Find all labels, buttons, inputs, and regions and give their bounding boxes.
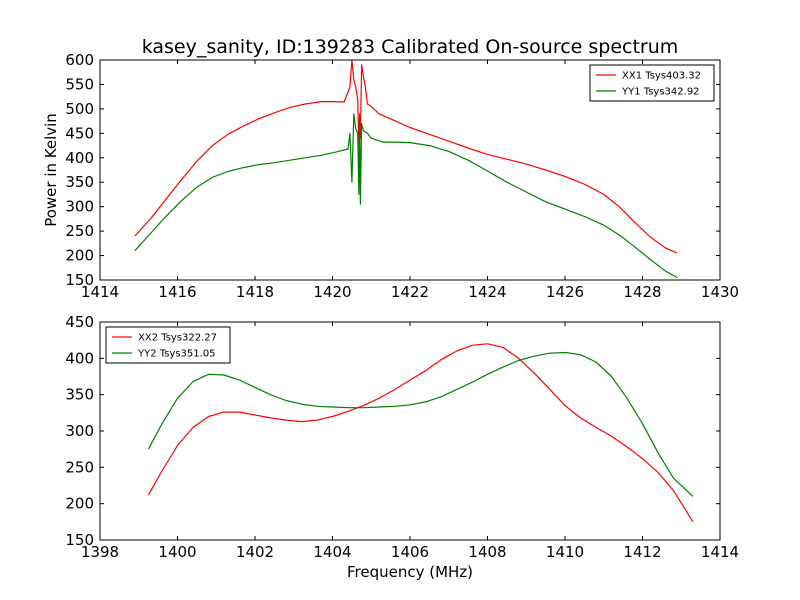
series-line-xx1 bbox=[134, 60, 678, 254]
legend-label: YY2 Tsys351.05 bbox=[137, 349, 216, 360]
x-tick-label: 1408 bbox=[468, 543, 506, 561]
y-tick-label: 150 bbox=[65, 271, 94, 289]
series-line-yy1 bbox=[134, 113, 678, 279]
y-tick-label: 300 bbox=[65, 422, 94, 440]
legend-box bbox=[589, 64, 715, 102]
x-tick-label: 1416 bbox=[158, 283, 196, 301]
y-tick-label: 250 bbox=[65, 222, 94, 240]
legend-label: XX1 Tsys403.32 bbox=[622, 71, 701, 82]
x-tick-label: 1404 bbox=[313, 543, 351, 561]
top-plot: 1414 1416 1418 1420 1422 1424 1426 1428 1430 150 2… bbox=[65, 51, 739, 301]
y-tick-label: 200 bbox=[65, 247, 94, 265]
legend-label: XX2 Tsys322.27 bbox=[138, 333, 217, 344]
legend-box bbox=[105, 326, 231, 364]
x-tick-label: 1406 bbox=[391, 543, 429, 561]
x-tick-label: 1420 bbox=[313, 283, 351, 301]
x-tick-label: 1412 bbox=[623, 543, 661, 561]
series-line-xx2 bbox=[147, 343, 694, 523]
y-tick-label: 250 bbox=[65, 458, 94, 476]
y-tick-label: 300 bbox=[65, 198, 94, 216]
y-tick-label: 150 bbox=[65, 531, 94, 549]
y-tick-label: 350 bbox=[65, 173, 94, 191]
x-tick-label: 1424 bbox=[468, 283, 506, 301]
y-tick-label: 500 bbox=[65, 100, 94, 118]
bottom-plot: 1398 1400 1402 1404 1406 1408 1410 1412 1414 150 2… bbox=[65, 313, 739, 561]
x-tick-label: 1410 bbox=[546, 543, 584, 561]
legend-label: YY1 Tsys342.92 bbox=[621, 87, 700, 98]
x-tick-label: 1400 bbox=[158, 543, 196, 561]
x-tick-label: 1428 bbox=[623, 283, 661, 301]
x-tick-label: 1430 bbox=[701, 283, 739, 301]
x-tick-label: 1398 bbox=[81, 543, 119, 561]
x-tick-label: 1414 bbox=[81, 283, 119, 301]
y-tick-label: 350 bbox=[65, 386, 94, 404]
y-tick-label: 400 bbox=[65, 349, 94, 367]
y-tick-label: 600 bbox=[65, 51, 94, 69]
y-tick-label: 550 bbox=[65, 75, 94, 93]
y-tick-label: 450 bbox=[65, 124, 94, 142]
series-line-yy2 bbox=[147, 351, 694, 497]
x-tick-label: 1422 bbox=[391, 283, 429, 301]
x-tick-label: 1418 bbox=[236, 283, 274, 301]
x-axis-label: Frequency (MHz) bbox=[347, 563, 473, 581]
x-tick-label: 1426 bbox=[546, 283, 584, 301]
chart-title: kasey_sanity, ID:139283 Calibrated On-so… bbox=[142, 36, 679, 58]
y-tick-label: 450 bbox=[65, 313, 94, 331]
y-axis-label: Power in Kelvin bbox=[42, 113, 60, 227]
x-tick-label: 1402 bbox=[236, 543, 274, 561]
x-tick-label: 1414 bbox=[701, 543, 739, 561]
y-tick-label: 200 bbox=[65, 495, 94, 513]
y-tick-label: 400 bbox=[65, 149, 94, 167]
